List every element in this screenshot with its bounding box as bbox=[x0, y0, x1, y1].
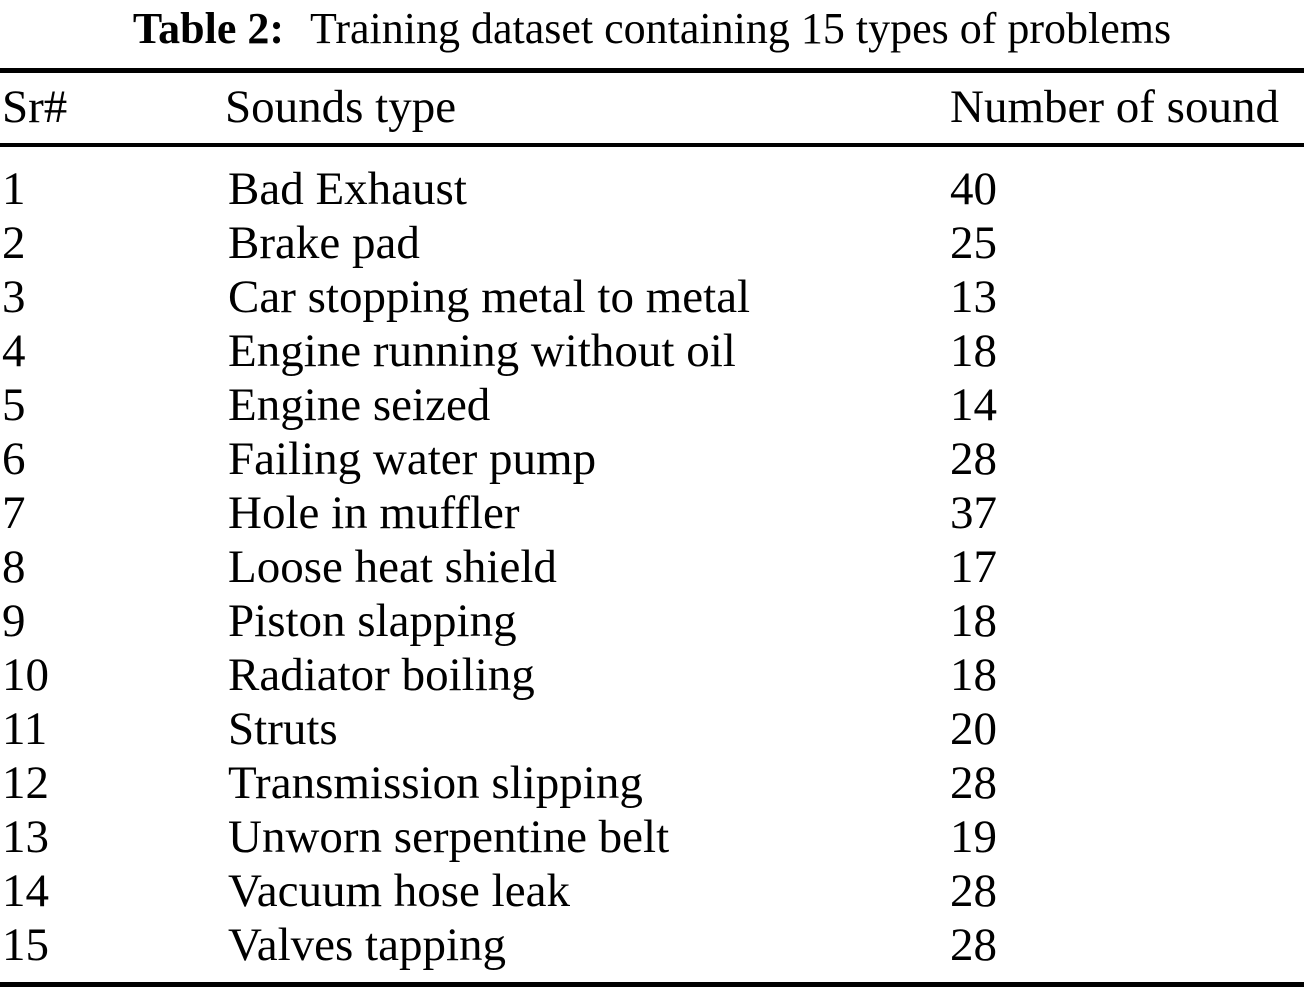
table-header-row: Sr# Sounds type Number of sound bbox=[0, 73, 1304, 143]
cell-count: 13 bbox=[950, 271, 997, 324]
cell-sr: 5 bbox=[2, 379, 26, 432]
table-caption-text: Training dataset containing 15 types of … bbox=[310, 4, 1172, 53]
cell-sr: 4 bbox=[2, 325, 26, 378]
cell-count: 28 bbox=[950, 433, 997, 486]
cell-sr: 6 bbox=[2, 433, 26, 486]
table-row: 13 Unworn serpentine belt 19 bbox=[0, 811, 1304, 865]
table-row: 1 Bad Exhaust 40 bbox=[0, 163, 1304, 217]
cell-sr: 7 bbox=[2, 487, 26, 540]
cell-sound: Engine seized bbox=[228, 379, 491, 432]
table-row: 15 Valves tapping 28 bbox=[0, 919, 1304, 973]
cell-sound: Piston slapping bbox=[228, 595, 517, 648]
table-row: 7 Hole in muffler 37 bbox=[0, 487, 1304, 541]
cell-sr: 9 bbox=[2, 595, 26, 648]
cell-count: 37 bbox=[950, 487, 997, 540]
cell-sr: 12 bbox=[2, 757, 49, 810]
table-bottom-rule bbox=[0, 982, 1304, 987]
cell-count: 20 bbox=[950, 703, 997, 756]
cell-count: 18 bbox=[950, 595, 997, 648]
cell-count: 19 bbox=[950, 811, 997, 864]
cell-count: 28 bbox=[950, 865, 997, 918]
table-header-rule bbox=[0, 143, 1304, 147]
cell-sr: 10 bbox=[2, 649, 49, 702]
cell-sound: Radiator boiling bbox=[228, 649, 535, 702]
cell-sr: 3 bbox=[2, 271, 26, 324]
cell-count: 25 bbox=[950, 217, 997, 270]
cell-count: 28 bbox=[950, 919, 997, 972]
cell-count: 40 bbox=[950, 163, 997, 216]
table-row: 6 Failing water pump 28 bbox=[0, 433, 1304, 487]
table-caption-label: Table 2: bbox=[132, 4, 285, 53]
cell-sr: 1 bbox=[2, 163, 26, 216]
header-number-of-sound: Number of sound bbox=[950, 81, 1279, 134]
cell-sr: 13 bbox=[2, 811, 49, 864]
cell-sound: Bad Exhaust bbox=[228, 163, 467, 216]
cell-sr: 8 bbox=[2, 541, 26, 594]
cell-count: 17 bbox=[950, 541, 997, 594]
cell-sr: 11 bbox=[2, 703, 48, 756]
cell-sound: Valves tapping bbox=[228, 919, 507, 972]
cell-sound: Unworn serpentine belt bbox=[228, 811, 670, 864]
cell-count: 18 bbox=[950, 649, 997, 702]
cell-count: 14 bbox=[950, 379, 997, 432]
table-row: 8 Loose heat shield 17 bbox=[0, 541, 1304, 595]
cell-sound: Car stopping metal to metal bbox=[228, 271, 751, 324]
header-sr: Sr# bbox=[2, 81, 68, 134]
cell-sr: 14 bbox=[2, 865, 49, 918]
cell-sound: Struts bbox=[228, 703, 338, 756]
table-row: 9 Piston slapping 18 bbox=[0, 595, 1304, 649]
header-sounds-type: Sounds type bbox=[225, 81, 457, 134]
table-row: 3 Car stopping metal to metal 13 bbox=[0, 271, 1304, 325]
cell-sound: Failing water pump bbox=[228, 433, 597, 486]
cell-count: 18 bbox=[950, 325, 997, 378]
table-row: 11 Struts 20 bbox=[0, 703, 1304, 757]
table-row: 4 Engine running without oil 18 bbox=[0, 325, 1304, 379]
table-row: 2 Brake pad 25 bbox=[0, 217, 1304, 271]
cell-sound: Transmission slipping bbox=[228, 757, 643, 810]
table-body: 1 Bad Exhaust 40 2 Brake pad 25 3 Car stopping … bbox=[0, 147, 1304, 973]
cell-sound: Vacuum hose leak bbox=[228, 865, 570, 918]
table-row: 12 Transmission slipping 28 bbox=[0, 757, 1304, 811]
cell-sr: 2 bbox=[2, 217, 26, 270]
table-bottom-spacer bbox=[0, 973, 1304, 982]
table-row: 14 Vacuum hose leak 28 bbox=[0, 865, 1304, 919]
cell-count: 28 bbox=[950, 757, 997, 810]
table-top-rule bbox=[0, 68, 1304, 73]
table-caption: Table 2: Training dataset containing 15 … bbox=[0, 0, 1304, 68]
cell-sound: Engine running without oil bbox=[228, 325, 736, 378]
cell-sound: Brake pad bbox=[228, 217, 420, 270]
cell-sr: 15 bbox=[2, 919, 49, 972]
cell-sound: Loose heat shield bbox=[228, 541, 557, 594]
cell-sound: Hole in muffler bbox=[228, 487, 520, 540]
table-row: 10 Radiator boiling 18 bbox=[0, 649, 1304, 703]
table-row: 5 Engine seized 14 bbox=[0, 379, 1304, 433]
